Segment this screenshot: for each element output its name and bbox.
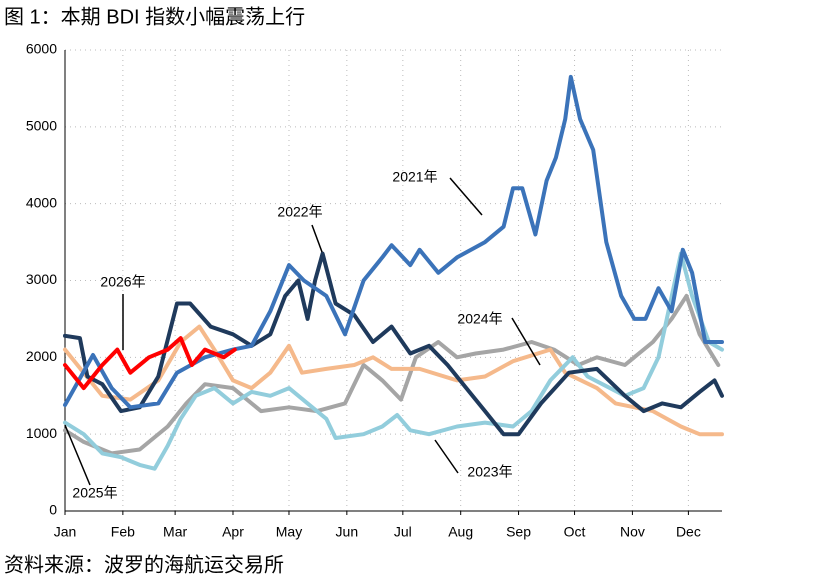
- x-tick-label: Jan: [54, 524, 77, 540]
- series-label: 2026年: [100, 274, 145, 290]
- series-label: 2021年: [392, 169, 437, 185]
- y-tick-label: 4000: [26, 194, 57, 210]
- series-label: 2025年: [72, 485, 117, 501]
- series-line: [63, 251, 724, 471]
- y-tick-label: 0: [49, 502, 57, 518]
- x-tick-label: Jul: [394, 524, 412, 540]
- x-tick-label: Oct: [564, 524, 586, 540]
- x-tick-label: Jun: [336, 524, 359, 540]
- leader-line: [311, 224, 323, 253]
- leader-line: [64, 424, 91, 486]
- leader-line: [434, 439, 459, 474]
- series-line: [63, 74, 724, 410]
- x-tick-label: Mar: [163, 524, 187, 540]
- series-line: [63, 336, 237, 391]
- series-line: [63, 251, 724, 437]
- chart-title: 图 1：本期 BDI 指数小幅震荡上行: [4, 5, 305, 28]
- series-line: [63, 324, 724, 437]
- leader-line: [449, 177, 483, 216]
- x-tick-label: Aug: [448, 524, 473, 540]
- series-label: 2022年: [277, 204, 322, 220]
- leader-line: [511, 317, 541, 366]
- x-tick-label: May: [276, 524, 302, 540]
- x-tick-label: Sep: [506, 524, 531, 540]
- y-tick-label: 5000: [26, 118, 57, 134]
- y-tick-label: 6000: [26, 41, 57, 57]
- x-tick-label: Dec: [676, 524, 701, 540]
- x-tick-label: Feb: [111, 524, 135, 540]
- y-tick-label: 2000: [26, 348, 57, 364]
- y-tick-label: 3000: [26, 271, 57, 287]
- y-tick-label: 1000: [26, 425, 57, 441]
- series-label: 2024年: [457, 311, 502, 327]
- series-label: 2023年: [467, 464, 512, 480]
- x-tick-label: Apr: [222, 524, 244, 540]
- series-line: [63, 293, 721, 456]
- source: 资料来源：波罗的海航运交易所: [4, 553, 284, 576]
- x-tick-label: Nov: [620, 524, 645, 540]
